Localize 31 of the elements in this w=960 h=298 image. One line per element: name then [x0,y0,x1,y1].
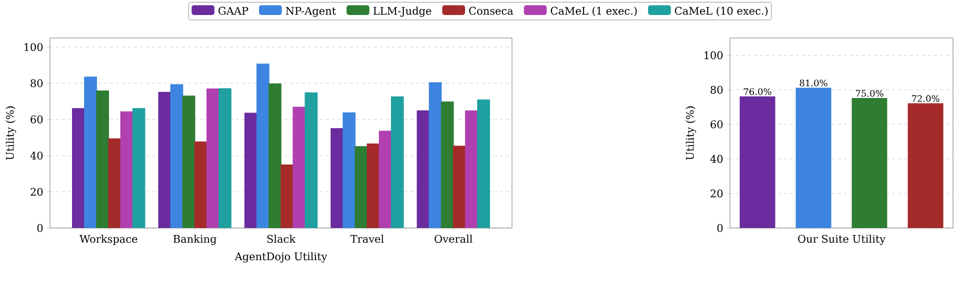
data-label: 72.0% [912,95,940,102]
legend-label: CaMeL (1 exec.) [550,6,637,16]
y-tick-label: 80 [30,79,43,88]
y-tick-label: 20 [30,188,43,196]
y-tick-label: 80 [710,86,723,94]
legend-label: Conseca [469,6,514,15]
x-tick-label: Slack [267,234,296,243]
x-axis-title: Our Suite Utility [798,234,886,246]
y-tick-label: 20 [710,189,723,198]
data-label: 76.0% [744,88,772,96]
x-tick-label: Banking [173,234,216,246]
x-tick-label: Travel [350,234,384,243]
legend-label: LLM-Judge [373,6,432,17]
legend-label: GAAP [218,6,248,15]
x-tick-label: Workspace [80,234,138,245]
data-label: 81.0% [800,80,828,86]
x-axis-title: AgentDojo Utility [234,252,328,263]
y-tick-label: 100 [24,43,43,52]
y-tick-label: 40 [710,154,723,163]
legend-label: NP-Agent [286,6,336,17]
y-tick-label: 60 [30,115,43,124]
y-tick-label: 40 [30,152,43,160]
y-axis-title: Utility (%) [686,106,696,160]
legend-label: CaMeL (10 exec.) [674,6,768,16]
y-tick-label: 60 [710,120,723,128]
y-tick-label: 0 [37,224,43,232]
data-label: 75.0% [856,90,884,97]
y-tick-label: 100 [704,51,723,60]
y-axis-title: Utility (%) [6,106,16,160]
y-tick-label: 0 [717,224,723,232]
x-tick-label: Overall [434,234,472,243]
